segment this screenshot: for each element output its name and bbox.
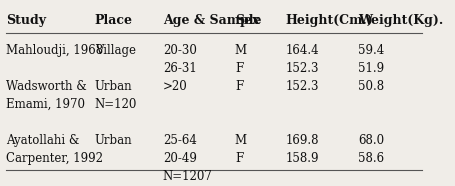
Text: 59.4: 59.4 xyxy=(357,44,384,57)
Text: 50.8: 50.8 xyxy=(357,80,383,93)
Text: 68.0: 68.0 xyxy=(357,134,383,147)
Text: 20-49: 20-49 xyxy=(162,152,196,165)
Text: 164.4: 164.4 xyxy=(285,44,319,57)
Text: Age & Sample: Age & Sample xyxy=(162,14,261,27)
Text: N=120: N=120 xyxy=(95,98,137,111)
Text: F: F xyxy=(234,152,243,165)
Text: Weight(Kg).: Weight(Kg). xyxy=(357,14,442,27)
Text: 158.9: 158.9 xyxy=(285,152,318,165)
Text: 51.9: 51.9 xyxy=(357,62,383,75)
Text: 152.3: 152.3 xyxy=(285,80,318,93)
Text: Wadsworth &: Wadsworth & xyxy=(5,80,86,93)
Text: Ayatollahi &: Ayatollahi & xyxy=(5,134,79,147)
Text: Height(Cm.): Height(Cm.) xyxy=(285,14,373,27)
Text: Emami, 1970: Emami, 1970 xyxy=(5,98,85,111)
Text: 152.3: 152.3 xyxy=(285,62,318,75)
Text: >20: >20 xyxy=(162,80,187,93)
Text: Sex: Sex xyxy=(234,14,259,27)
Text: N=1207: N=1207 xyxy=(162,170,212,183)
Text: 25-64: 25-64 xyxy=(162,134,196,147)
Text: M: M xyxy=(234,44,247,57)
Text: 26-31: 26-31 xyxy=(162,62,196,75)
Text: Village: Village xyxy=(95,44,136,57)
Text: Urban: Urban xyxy=(95,80,132,93)
Text: Study: Study xyxy=(5,14,46,27)
Text: Mahloudji, 1968: Mahloudji, 1968 xyxy=(5,44,102,57)
Text: 20-30: 20-30 xyxy=(162,44,196,57)
Text: Urban: Urban xyxy=(95,134,132,147)
Text: 169.8: 169.8 xyxy=(285,134,318,147)
Text: F: F xyxy=(234,62,243,75)
Text: M: M xyxy=(234,134,247,147)
Text: Place: Place xyxy=(95,14,132,27)
Text: 58.6: 58.6 xyxy=(357,152,383,165)
Text: Carpenter, 1992: Carpenter, 1992 xyxy=(5,152,102,165)
Text: F: F xyxy=(234,80,243,93)
